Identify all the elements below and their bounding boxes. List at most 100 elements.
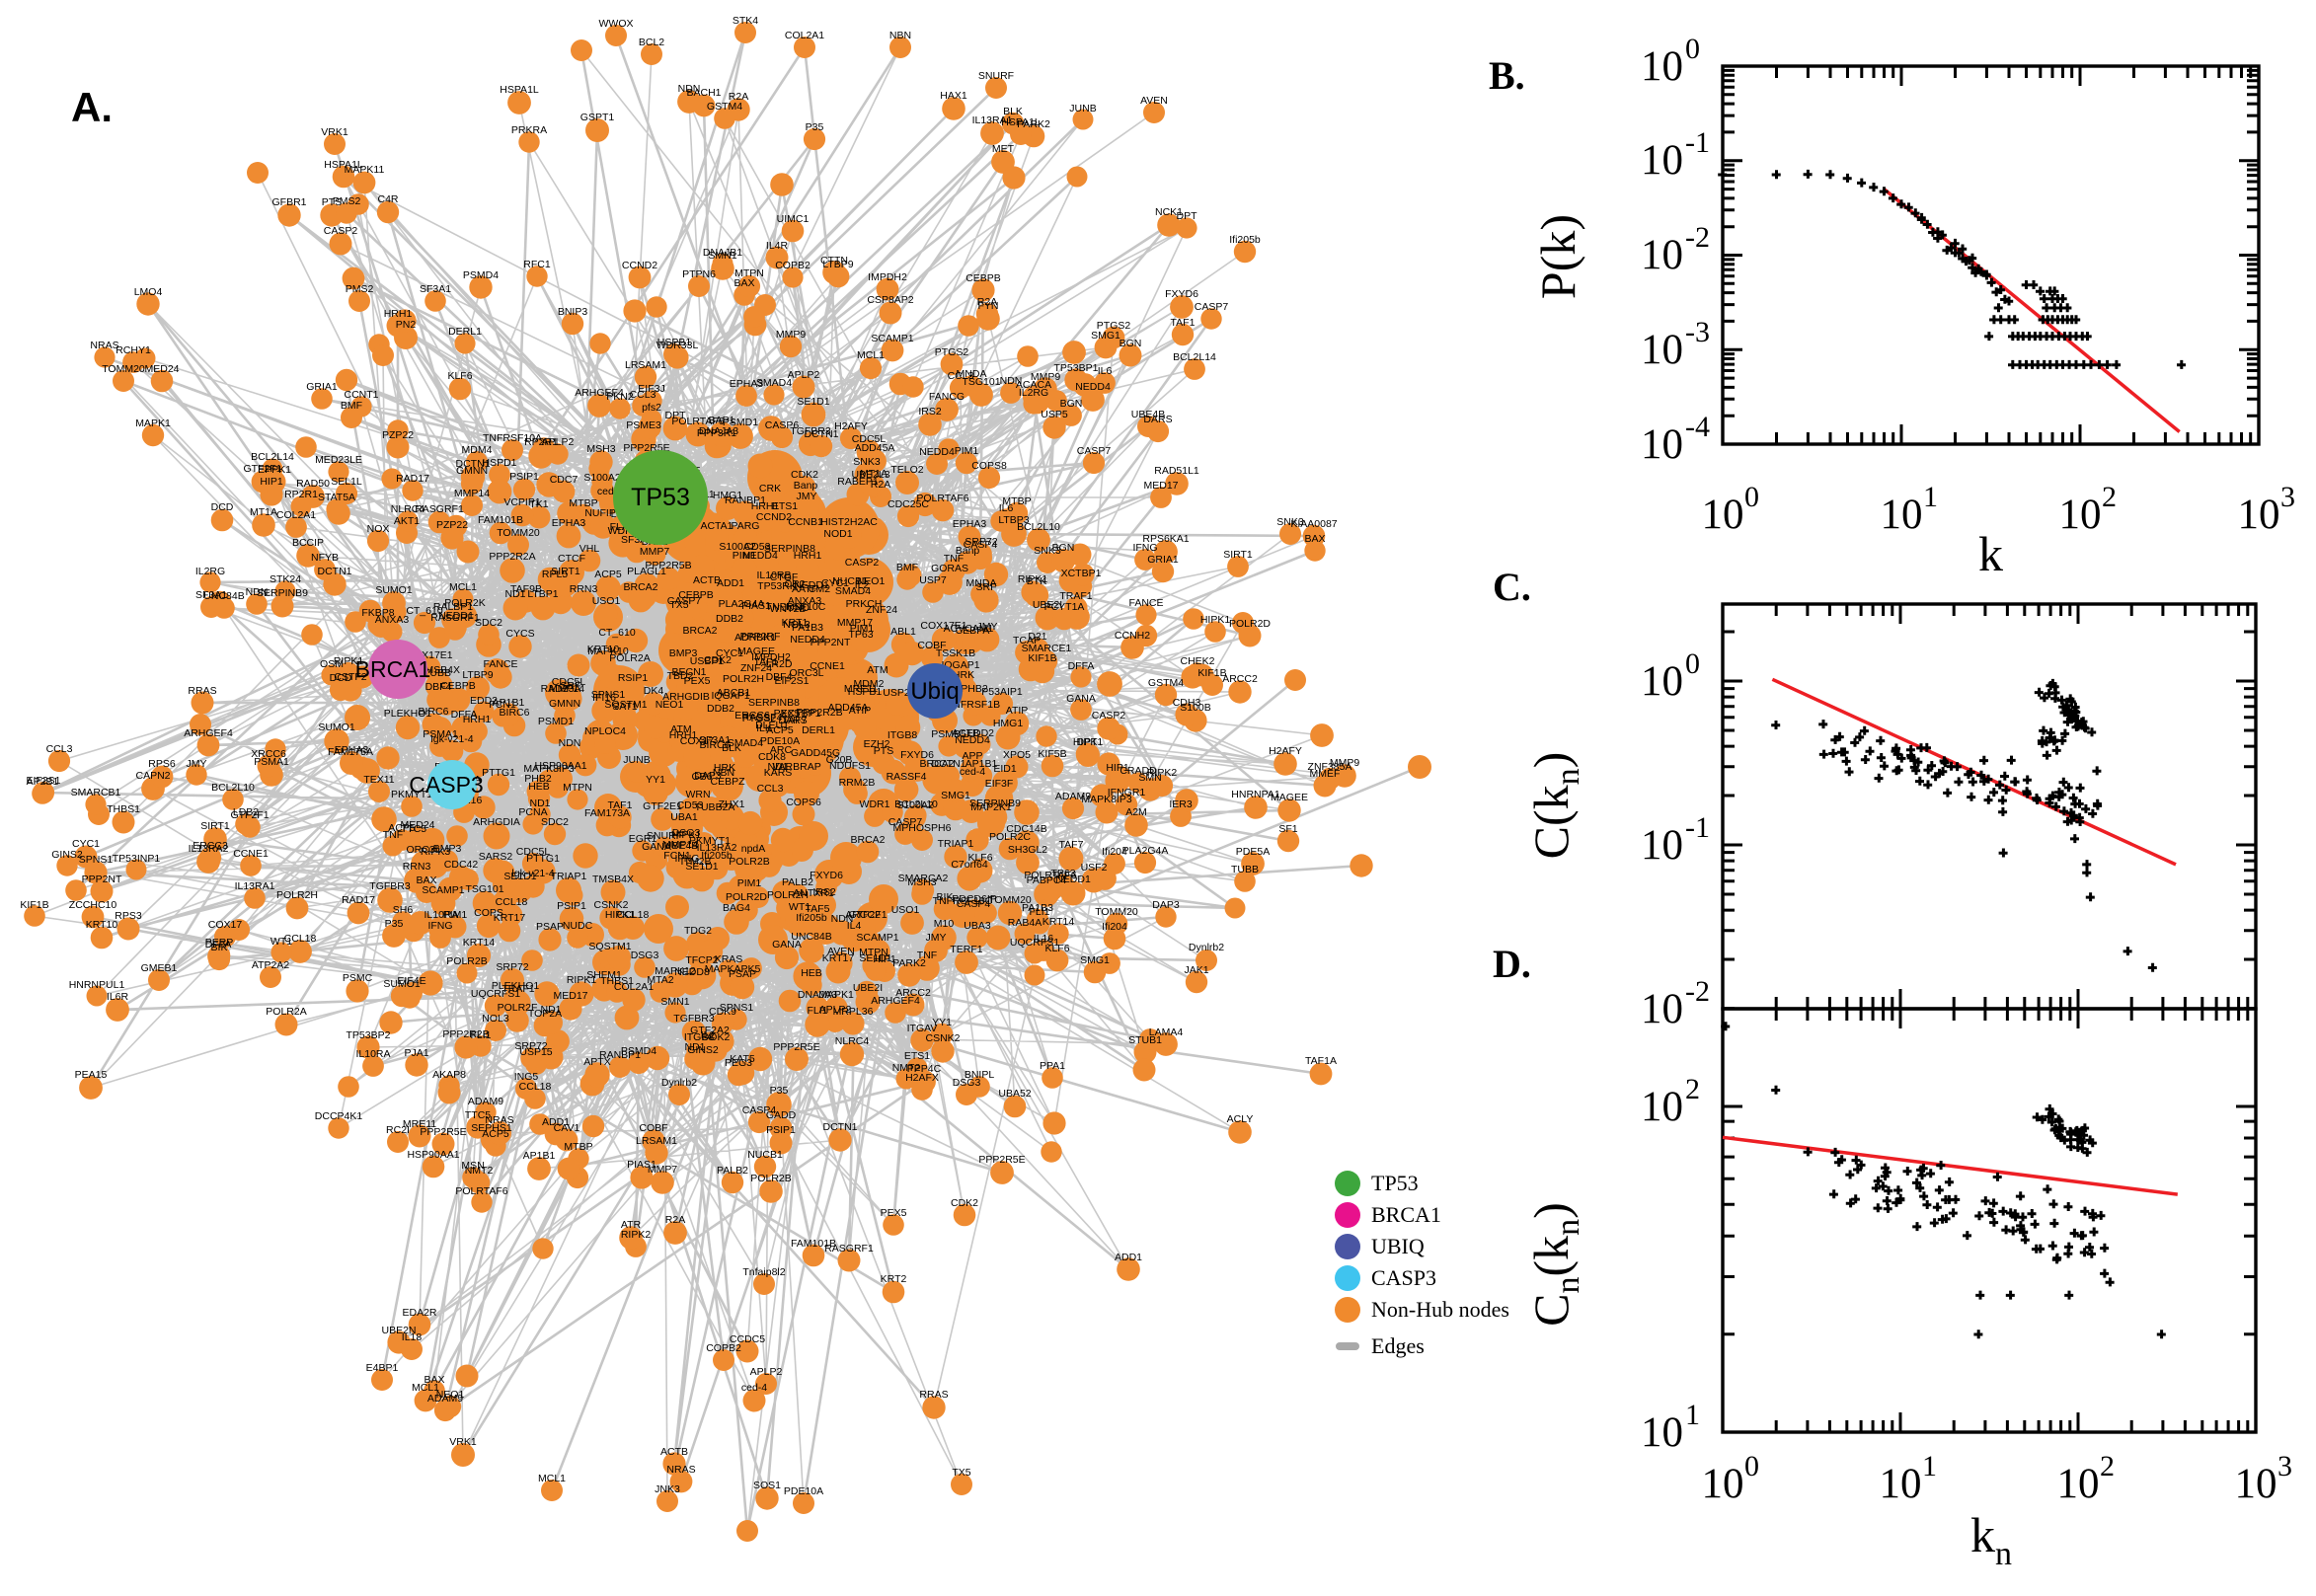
svg-text:YY1: YY1 (932, 1017, 952, 1028)
svg-text:FKBP8: FKBP8 (361, 607, 394, 619)
svg-text:AVEN: AVEN (1140, 95, 1168, 107)
svg-text:ITGB8: ITGB8 (684, 1031, 715, 1043)
svg-text:POLR2K: POLR2K (444, 597, 485, 609)
svg-text:NDUFS1: NDUFS1 (829, 760, 871, 772)
svg-text:IL13RA1: IL13RA1 (972, 114, 1013, 126)
svg-text:PKN2: PKN2 (606, 391, 634, 403)
svg-text:TNFRSF10C: TNFRSF10C (933, 895, 993, 907)
svg-text:MTA2: MTA2 (647, 974, 673, 986)
svg-text:10: 10 (2235, 1461, 2277, 1507)
svg-text:DSG3: DSG3 (953, 1077, 981, 1089)
svg-text:TGFBR3: TGFBR3 (790, 425, 831, 437)
svg-text:PA1B3: PA1B3 (792, 622, 823, 634)
svg-text:10: 10 (1702, 1461, 1744, 1507)
svg-text:NEDD1: NEDD1 (794, 579, 829, 591)
svg-text:FYN: FYN (978, 300, 999, 312)
svg-text:SIRT1: SIRT1 (200, 820, 230, 832)
svg-text:CDC7: CDC7 (550, 474, 579, 486)
svg-text:POLR2A: POLR2A (609, 652, 650, 664)
svg-text:Ifi205b: Ifi205b (1229, 234, 1261, 246)
svg-text:WRN: WRN (685, 789, 710, 800)
svg-text:ZNF24: ZNF24 (866, 604, 897, 616)
svg-text:PSMB5: PSMB5 (931, 728, 966, 740)
svg-text:ACP5: ACP5 (594, 569, 622, 580)
svg-text:RSIP1: RSIP1 (618, 672, 649, 684)
svg-text:C(kn): C(kn) (1523, 752, 1586, 860)
svg-text:NCK1: NCK1 (1155, 206, 1183, 218)
svg-text:TUBB2A: TUBB2A (695, 801, 735, 813)
svg-text:MED17: MED17 (1143, 480, 1178, 492)
svg-text:IL2: IL2 (855, 579, 870, 591)
svg-text:MT1A: MT1A (250, 506, 277, 518)
svg-text:CASP6: CASP6 (765, 419, 800, 431)
svg-text:APLP2: APLP2 (788, 369, 820, 381)
svg-text:CEBPB: CEBPB (678, 589, 714, 601)
svg-text:SUMO1: SUMO1 (318, 722, 355, 733)
svg-text:ARC: ARC (770, 744, 793, 756)
svg-text:TGFBR3: TGFBR3 (673, 1013, 715, 1025)
svg-text:PTGS2: PTGS2 (935, 346, 969, 358)
svg-text:A2M: A2M (1125, 806, 1147, 818)
svg-text:RPS3: RPS3 (115, 910, 142, 922)
svg-text:THBS1: THBS1 (600, 975, 634, 987)
svg-text:DK4: DK4 (644, 685, 664, 697)
svg-text:MAGEE: MAGEE (1271, 792, 1308, 803)
svg-text:CD53: CD53 (677, 799, 704, 811)
svg-text:DNAJA3: DNAJA3 (699, 425, 738, 437)
svg-text:NDN: NDN (246, 586, 269, 598)
svg-text:CT_610: CT_610 (406, 605, 443, 617)
svg-text:CASP3: CASP3 (1371, 1265, 1436, 1290)
svg-text:IFNG: IFNG (674, 853, 699, 865)
svg-text:PTTG1: PTTG1 (482, 767, 515, 779)
svg-text:BMF: BMF (341, 400, 362, 412)
svg-text:HRH1: HRH1 (384, 308, 413, 320)
svg-text:BCL2L10: BCL2L10 (211, 782, 255, 794)
svg-text:MAGEE: MAGEE (737, 646, 775, 657)
svg-text:CCND2: CCND2 (756, 511, 792, 523)
svg-text:KAT5: KAT5 (730, 1053, 755, 1065)
svg-text:10: 10 (1641, 1084, 1683, 1130)
svg-text:LTBP3: LTBP3 (998, 514, 1029, 526)
svg-text:10: 10 (2238, 492, 2280, 538)
svg-text:PCYT1A: PCYT1A (1044, 601, 1085, 613)
svg-text:CAV1: CAV1 (554, 1122, 580, 1134)
svg-text:GRIA1: GRIA1 (1147, 554, 1179, 566)
svg-text:SMARCB1: SMARCB1 (71, 787, 121, 798)
svg-text:HRH1: HRH1 (794, 550, 822, 562)
svg-text:P35: P35 (806, 121, 824, 133)
svg-text:PSMC: PSMC (343, 972, 373, 984)
svg-text:COPS: COPS (474, 907, 503, 919)
svg-text:RAD17: RAD17 (396, 473, 429, 485)
svg-text:CEBPB: CEBPB (440, 680, 476, 692)
svg-text:RIPK3: RIPK3 (421, 846, 451, 858)
svg-text:EPHA3: EPHA3 (552, 517, 586, 529)
svg-text:RPL5: RPL5 (542, 569, 568, 580)
svg-text:GB6: GB6 (691, 771, 712, 783)
svg-text:1: 1 (1923, 481, 1938, 513)
svg-text:COL2A1: COL2A1 (276, 509, 316, 521)
svg-text:BGN: BGN (1060, 398, 1083, 410)
svg-text:SEL1L: SEL1L (331, 476, 362, 488)
svg-text:TRIAP1: TRIAP1 (938, 838, 974, 850)
svg-text:NBN: NBN (713, 767, 734, 779)
svg-text:IFNG: IFNG (1132, 542, 1157, 554)
svg-text:MMP14: MMP14 (662, 839, 698, 851)
svg-text:BRCA1: BRCA1 (1371, 1202, 1441, 1227)
svg-text:SMAD4: SMAD4 (728, 737, 763, 749)
svg-text:ANTXR1: ANTXR1 (793, 887, 834, 899)
svg-text:ced-4: ced-4 (741, 1382, 767, 1394)
svg-text:VHL: VHL (579, 543, 600, 555)
svg-text:DFFA: DFFA (451, 709, 478, 721)
svg-text:CCNE1: CCNE1 (233, 848, 269, 860)
svg-text:NUCB1: NUCB1 (747, 1149, 783, 1161)
svg-text:GTF2F1: GTF2F1 (243, 463, 281, 475)
svg-text:PPP2R5E: PPP2R5E (773, 1041, 819, 1053)
svg-text:PLEKHO1: PLEKHO1 (492, 980, 540, 992)
svg-text:SCAMP1: SCAMP1 (871, 333, 913, 344)
svg-text:Banp: Banp (956, 545, 980, 557)
svg-text:HIP1: HIP1 (260, 476, 283, 488)
svg-text:TSSK1B: TSSK1B (936, 647, 975, 659)
svg-text:ETS1: ETS1 (904, 1050, 930, 1062)
svg-text:E4BP1: E4BP1 (366, 1362, 399, 1374)
svg-text:Ifi205b: Ifi205b (796, 912, 827, 924)
